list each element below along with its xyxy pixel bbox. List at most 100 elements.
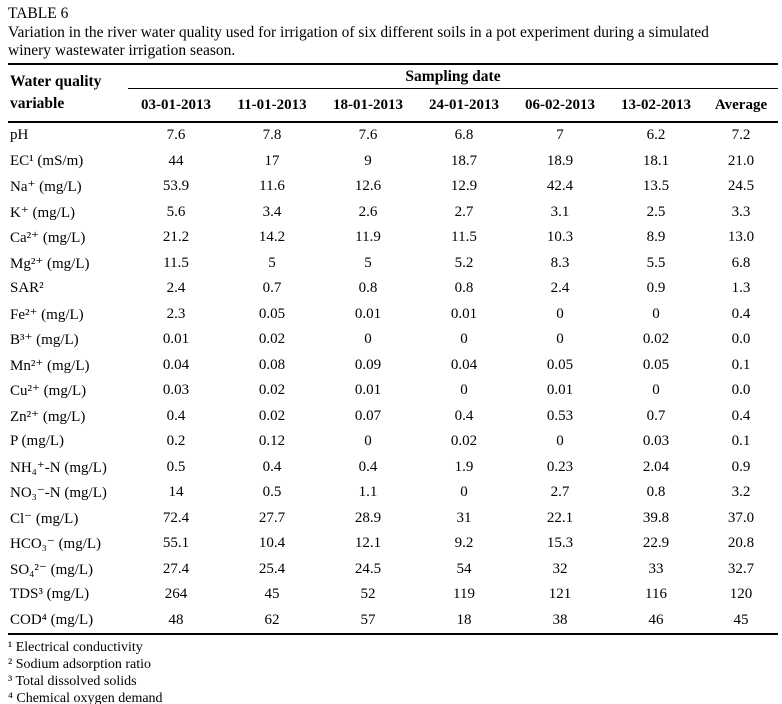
table-caption: Variation in the river water quality use… [8, 24, 709, 59]
cell-value: 2.4 [550, 280, 570, 297]
column-header-row: 03-01-2013 11-01-2013 18-01-2013 24-01-2013… [8, 88, 779, 123]
cell-value: 0.03 [642, 433, 670, 450]
cell-value: 0.5 [262, 484, 282, 501]
cell-value: 18.7 [450, 152, 478, 169]
cell-value: 32.7 [727, 560, 755, 577]
column-header-11-01-2013: 11-01-2013 [224, 88, 320, 123]
cell-value: 24.5 [727, 178, 755, 195]
cell-value: 31 [456, 509, 472, 526]
cell-value: 0.4 [454, 407, 474, 424]
cell-value: 45 [733, 611, 749, 628]
footnote: ³ Total dissolved solids [8, 674, 137, 689]
cell-value: 0.4 [166, 407, 186, 424]
cell-value: 7.2 [731, 127, 751, 144]
row-label: Mn²⁺ (mg/L) [10, 357, 90, 374]
row-label: Cl⁻ (mg/L) [10, 510, 79, 527]
cell-value: 0.05 [258, 305, 286, 322]
row-label: P (mg/L) [10, 433, 65, 450]
footnote: ¹ Electrical conductivity [8, 640, 143, 655]
table-row: NH₄⁺-N (mg/L) 0.5 0.4 0.4 1.9 0.23 2.04 0.9 [8, 455, 778, 481]
cell-value: 0.4 [731, 305, 751, 322]
cell-value: 0.0 [731, 331, 751, 348]
cell-value: 0.02 [450, 433, 478, 450]
row-label: Mg²⁺ (mg/L) [10, 255, 90, 272]
cell-value: 0.4 [358, 458, 378, 475]
cell-value: 0.02 [258, 382, 286, 399]
cell-value: 12.1 [354, 535, 382, 552]
row-label: B³⁺ (mg/L) [10, 332, 79, 349]
cell-value: 7.6 [358, 127, 378, 144]
cell-value: 33 [648, 560, 664, 577]
cell-value: 11.5 [451, 229, 477, 246]
cell-value: 53.9 [162, 178, 190, 195]
column-group-header-sampling-date: Sampling date [128, 64, 779, 89]
cell-value: 0.8 [646, 484, 666, 501]
cell-value: 62 [264, 611, 280, 628]
cell-value: 2.7 [550, 484, 570, 501]
cell-value: 0.04 [162, 356, 190, 373]
cell-value: 11.6 [259, 178, 285, 195]
table-row: Cl⁻ (mg/L) 72.4 27.7 28.9 31 22.1 39.8 37.0 [8, 506, 778, 532]
cell-value: 5.2 [454, 254, 474, 271]
cell-value: 0.7 [262, 280, 282, 297]
cell-value: 0 [364, 331, 372, 348]
column-header-water-quality-variable: Water quality variable [8, 64, 128, 123]
row-label: NH₄⁺-N (mg/L) [10, 459, 107, 476]
cell-value: 13.5 [642, 178, 670, 195]
table-row: SO₄²⁻ (mg/L) 27.4 25.4 24.5 54 32 33 32.7 [8, 557, 778, 583]
cell-value: 3.3 [731, 203, 751, 220]
row-label: Cu²⁺ (mg/L) [10, 383, 87, 400]
footnote: ² Sodium adsorption ratio [8, 657, 152, 672]
cell-value: 0.08 [258, 356, 286, 373]
cell-value: 37.0 [727, 509, 755, 526]
cell-value: 264 [164, 586, 188, 603]
cell-value: 0 [556, 331, 564, 348]
cell-value: 18 [456, 611, 472, 628]
cell-value: 0.01 [354, 305, 382, 322]
cell-value: 0 [364, 433, 372, 450]
row-label: SO₄²⁻ (mg/L) [10, 561, 94, 578]
table-body: pH 7.6 7.8 7.6 6.8 7 6.2 7.2 EC¹ (mS/m) 44 17 9 18.7… [8, 122, 778, 634]
cell-value: 1.1 [358, 484, 378, 501]
cell-value: 20.8 [727, 535, 755, 552]
cell-value: 0.03 [162, 382, 190, 399]
cell-value: 0 [556, 433, 564, 450]
cell-value: 27.4 [162, 560, 190, 577]
cell-value: 6.8 [454, 127, 474, 144]
footnotes: ¹ Electrical conductivity ² Sodium adsorp… [8, 639, 776, 704]
cell-value: 24.5 [354, 560, 382, 577]
cell-value: 5.6 [166, 203, 186, 220]
table-row: Cu²⁺ (mg/L) 0.03 0.02 0.01 0 0.01 0 0.0 [8, 378, 778, 404]
table-row: TDS³ (mg/L) 264 45 52 119 121 116 120 [8, 582, 778, 608]
cell-value: 0.0 [731, 382, 751, 399]
cell-value: 52 [360, 586, 376, 603]
cell-value: 0.8 [454, 280, 474, 297]
cell-value: 0.05 [546, 356, 574, 373]
column-header-03-01-2013: 03-01-2013 [128, 88, 224, 123]
cell-value: 0.4 [262, 458, 282, 475]
cell-value: 2.3 [166, 305, 186, 322]
cell-value: 2.04 [642, 458, 670, 475]
cell-value: 0.23 [546, 458, 574, 475]
cell-value: 0.1 [731, 433, 751, 450]
table-row: COD⁴ (mg/L) 48 62 57 18 38 46 45 [8, 608, 778, 635]
cell-value: 48 [168, 611, 184, 628]
row-label: SAR² [10, 280, 44, 297]
cell-value: 0.7 [646, 407, 666, 424]
cell-value: 12.6 [354, 178, 382, 195]
cell-value: 21.2 [162, 229, 190, 246]
cell-value: 0.8 [358, 280, 378, 297]
cell-value: 7.6 [166, 127, 186, 144]
cell-value: 0 [460, 382, 468, 399]
cell-value: 22.1 [546, 509, 574, 526]
table-row: Ca²⁺ (mg/L) 21.2 14.2 11.9 11.5 10.3 8.9 13.0 [8, 225, 778, 251]
cell-value: 1.9 [454, 458, 474, 475]
cell-value: 8.9 [646, 229, 666, 246]
row-label: K⁺ (mg/L) [10, 204, 75, 221]
cell-value: 0.01 [354, 382, 382, 399]
row-label: TDS³ (mg/L) [10, 586, 90, 603]
cell-value: 0.05 [642, 356, 670, 373]
cell-value: 0.01 [162, 331, 190, 348]
cell-value: 0.04 [450, 356, 478, 373]
row-label: Zn²⁺ (mg/L) [10, 408, 86, 425]
